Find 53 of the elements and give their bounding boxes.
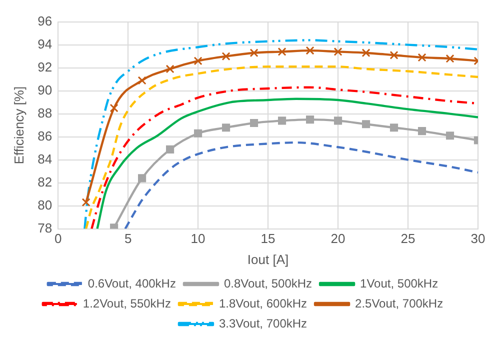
- point: [82, 198, 90, 207]
- point: [334, 116, 342, 125]
- x-tick-label: 10: [190, 231, 206, 246]
- point: [446, 132, 454, 140]
- y-tick-label: 88: [38, 105, 52, 120]
- point: [194, 56, 202, 66]
- point: [278, 47, 286, 56]
- point: [306, 116, 314, 124]
- point: [446, 54, 454, 63]
- y-tick-label: 96: [38, 13, 52, 28]
- point: [222, 124, 230, 132]
- x-tick-label: 20: [330, 231, 346, 246]
- point: [166, 64, 174, 74]
- point: [334, 47, 342, 56]
- point: [194, 129, 202, 138]
- point: [390, 50, 398, 60]
- x-axis-title: Iout [A]: [247, 252, 289, 267]
- y-axis-title: Efficiency [%]: [11, 86, 26, 164]
- point: [250, 48, 258, 58]
- y-tick-label: 80: [38, 197, 52, 212]
- point: [250, 118, 258, 128]
- point: [166, 145, 174, 154]
- point: [222, 52, 230, 61]
- legend-label: 1.8Vout, 600kHz: [218, 296, 308, 310]
- legend-label: 2.5Vout, 700kHz: [355, 296, 444, 310]
- x-tick-label: 25: [400, 231, 416, 246]
- point: [362, 120, 370, 128]
- point: [418, 127, 426, 136]
- point: [278, 116, 286, 125]
- legend-label: 3.3Vout, 700kHz: [218, 316, 308, 330]
- point: [110, 104, 118, 112]
- point: [362, 48, 370, 58]
- legend-label: 0.6Vout, 400kHz: [88, 276, 176, 290]
- x-tick-label: 5: [124, 231, 132, 246]
- point: [306, 46, 314, 55]
- point: [390, 124, 398, 132]
- point: [138, 174, 146, 182]
- point: [418, 53, 426, 62]
- legend-label: 1.2Vout, 550kHz: [82, 296, 171, 310]
- y-tick-label: 86: [38, 128, 52, 144]
- x-tick-label: 30: [470, 231, 486, 246]
- y-tick-label: 84: [38, 151, 52, 166]
- point: [138, 76, 146, 85]
- y-tick-label: 82: [38, 174, 52, 190]
- line-series: [124, 141, 478, 229]
- x-tick-label: 15: [260, 231, 276, 246]
- legend-label: 1Vout, 500kHz: [360, 276, 438, 290]
- x-tick-label: 0: [54, 231, 62, 246]
- y-tick-label: 90: [38, 82, 52, 98]
- y-tick-label: 94: [38, 36, 52, 52]
- y-tick-label: 78: [38, 220, 52, 236]
- y-tick-label: 92: [38, 59, 52, 74]
- legend-label: 0.8Vout, 500kHz: [224, 276, 312, 290]
